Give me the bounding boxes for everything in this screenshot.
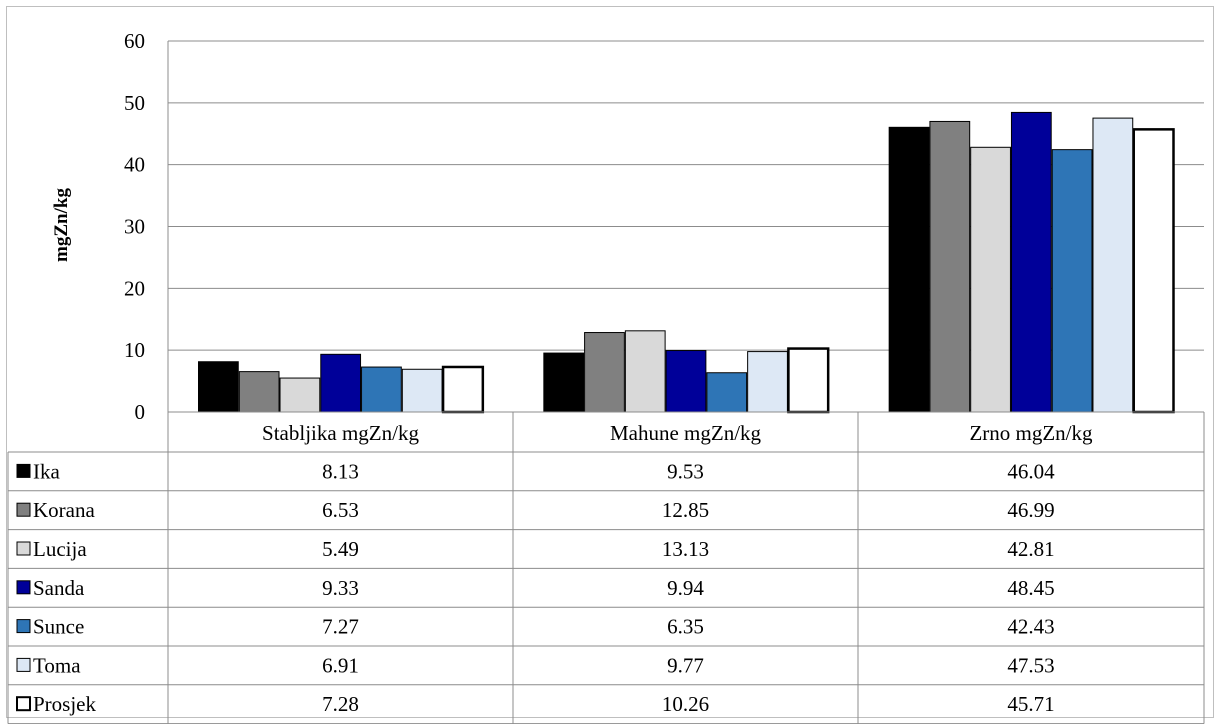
table-cell: 46.04	[1007, 459, 1055, 483]
bar-korana-3	[929, 120, 971, 413]
table-cell: 6.53	[322, 498, 359, 522]
table-cell: 7.27	[322, 615, 359, 639]
bar-prosjek-3	[1132, 128, 1175, 414]
table-cell: 10.26	[662, 692, 709, 716]
y-tick-label: 20	[124, 276, 145, 300]
bar-prosjek-1	[441, 365, 485, 414]
bar-sunce-3	[1051, 149, 1093, 413]
legend-label: Sunce	[33, 615, 84, 639]
legend-label: Korana	[33, 498, 95, 522]
table-cell: 42.81	[1007, 537, 1054, 561]
legend-label: Prosjek	[33, 692, 97, 716]
bar-ika-2	[543, 352, 585, 413]
table-cell: 9.94	[667, 576, 704, 600]
bar-toma-3	[1092, 117, 1134, 413]
bar-sanda-3	[1010, 111, 1052, 413]
y-tick-label: 30	[124, 215, 145, 239]
legend-key-korana	[16, 502, 31, 517]
bar-ika-3	[888, 126, 930, 413]
y-axis-title: mgZn/kg	[51, 188, 72, 262]
bar-prosjek-2	[787, 347, 830, 414]
table-header-cell: Mahune mgZn/kg	[610, 421, 762, 445]
y-tick-label: 50	[124, 91, 145, 115]
bar-sunce-1	[361, 366, 402, 413]
bar-toma-2	[747, 351, 788, 413]
table-cell: 9.77	[667, 653, 704, 677]
bar-ika-1	[198, 361, 239, 413]
table-header-cell: Stabljika mgZn/kg	[262, 421, 419, 445]
table-header-cell: Zrno mgZn/kg	[969, 421, 1093, 445]
table-cell: 45.71	[1007, 692, 1054, 716]
table-cell: 6.35	[667, 615, 704, 639]
table-cell: 8.13	[322, 459, 359, 483]
bar-korana-2	[584, 332, 625, 413]
legend-label: Lucija	[33, 537, 87, 561]
legend-key-sanda	[16, 580, 31, 595]
bar-lucija-1	[279, 377, 321, 413]
table-cell: 12.85	[662, 498, 709, 522]
table-cell: 46.99	[1007, 498, 1054, 522]
bar-sanda-1	[320, 353, 362, 413]
table-cell: 5.49	[322, 537, 359, 561]
table-cell: 9.53	[667, 459, 704, 483]
bar-sanda-2	[665, 350, 707, 413]
table-cell: 9.33	[322, 576, 359, 600]
bar-korana-1	[238, 371, 280, 413]
y-tick-label: 10	[124, 338, 145, 362]
legend-key-lucija	[16, 541, 31, 556]
y-tick-label: 0	[135, 400, 146, 424]
bar-lucija-2	[624, 330, 666, 413]
legend-key-sunce	[16, 619, 31, 634]
table-cell: 6.91	[322, 653, 359, 677]
bar-lucija-3	[970, 146, 1011, 413]
legend-label: Ika	[33, 459, 60, 483]
table-cell: 7.28	[322, 692, 359, 716]
legend-key-prosjek	[16, 696, 31, 712]
y-tick-label: 60	[124, 29, 145, 53]
legend-key-toma	[16, 657, 31, 672]
chart-frame	[6, 6, 1214, 718]
table-cell: 13.13	[662, 537, 709, 561]
table-cell: 48.45	[1007, 576, 1054, 600]
legend-label: Sanda	[33, 576, 85, 600]
table-cell: 47.53	[1007, 653, 1054, 677]
bar-sunce-2	[706, 372, 748, 413]
legend-label: Toma	[33, 653, 81, 677]
y-tick-label: 40	[124, 153, 145, 177]
bar-toma-1	[401, 368, 443, 413]
legend-key-ika	[16, 463, 31, 478]
table-cell: 42.43	[1007, 615, 1054, 639]
